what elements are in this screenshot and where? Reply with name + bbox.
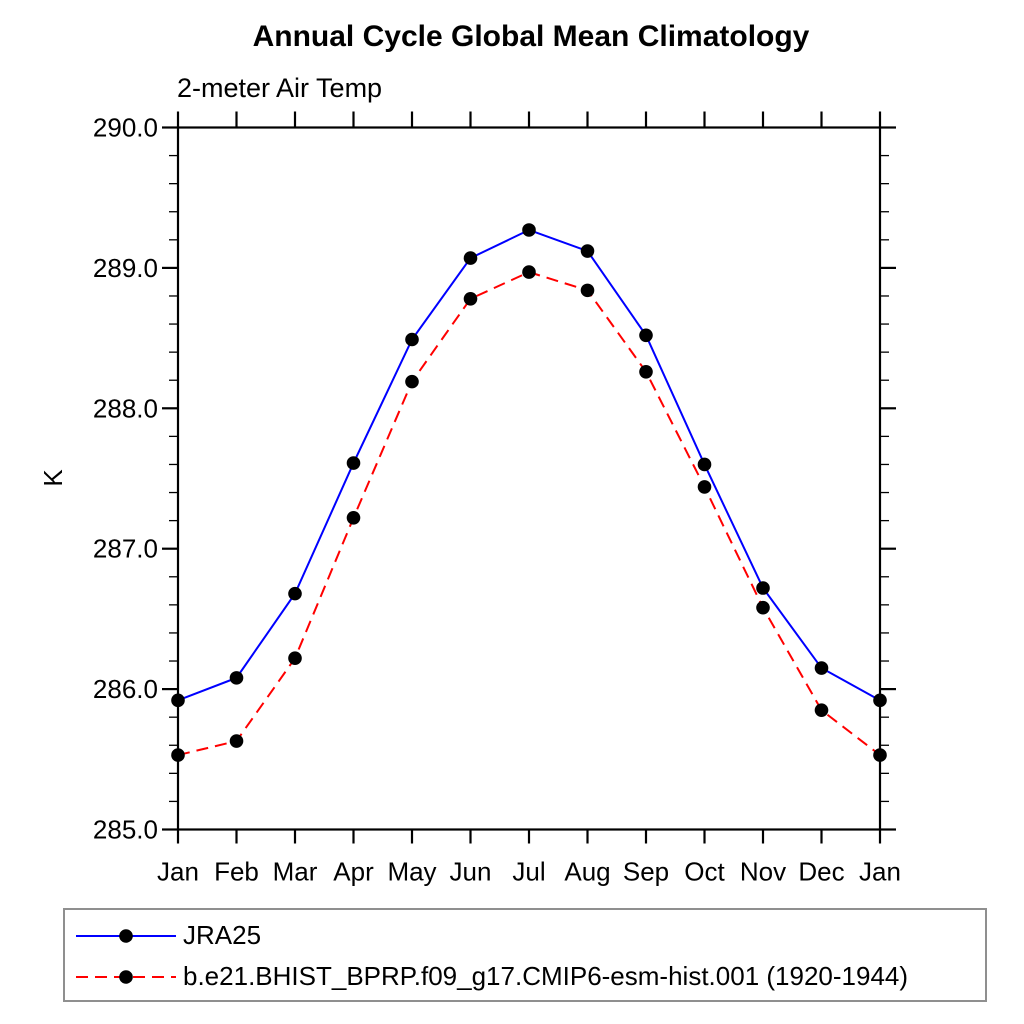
data-point-series-0 (229, 671, 244, 685)
data-point-series-1 (873, 748, 887, 762)
legend-label-jra25: JRA25 (183, 920, 262, 950)
y-axis-tick-label: 288.0 (93, 393, 158, 423)
series-line-1 (177, 271, 881, 757)
legend-key-line-1 (76, 969, 176, 984)
data-point-series-0 (639, 328, 653, 343)
x-axis-tick-label: Mar (273, 857, 318, 887)
x-axis-tick-label: Jul (512, 857, 545, 887)
data-point-series-1 (171, 748, 185, 762)
x-axis-tick-label: Feb (214, 857, 259, 887)
data-point-series-1 (522, 265, 536, 279)
data-point-series-0 (463, 251, 478, 265)
y-axis-tick-label: 287.0 (93, 534, 158, 564)
legend-marker-sample (119, 969, 133, 984)
data-point-series-1 (697, 480, 712, 494)
legend-key-line-0 (76, 928, 176, 943)
data-point-series-0 (814, 661, 829, 675)
data-point-series-0 (405, 332, 419, 347)
y-axis-tick-label: 286.0 (93, 674, 158, 704)
data-point-series-1 (229, 734, 244, 748)
data-point-series-1 (346, 511, 361, 525)
x-axis-tick-label: Dec (798, 857, 844, 887)
data-point-series-1 (288, 651, 302, 666)
x-axis-tick-label: Nov (740, 857, 786, 887)
data-point-series-0 (580, 244, 595, 258)
y-axis-tick-label: 289.0 (93, 253, 158, 283)
legend-marker-sample (119, 928, 133, 943)
x-axis-tick-label: Sep (623, 857, 669, 887)
chart-title: Annual Cycle Global Mean Climatology (252, 20, 810, 53)
y-axis-tick-label: 290.0 (93, 113, 158, 143)
x-axis-tick-label: Aug (564, 857, 610, 887)
data-point-series-1 (756, 600, 770, 615)
plot-area: 285.0 286.0 287.0 288.0 289.0 290.0 Jan Feb Mar A… (38, 111, 901, 887)
x-axis-tick-label: May (387, 857, 436, 887)
x-axis-tick-label: Jan (859, 857, 901, 887)
data-point-series-1 (580, 283, 595, 298)
data-point-series-1 (814, 703, 829, 717)
legend-box: JRA25 b.e21.BHIST_BPRP.f09_g17.CMIP6-esm… (63, 908, 987, 1002)
y-axis-tick-label: 285.0 (93, 815, 158, 845)
plot-frame (176, 126, 882, 831)
data-point-series-1 (405, 374, 419, 389)
data-point-series-0 (756, 581, 770, 595)
legend-label-model-run: b.e21.BHIST_BPRP.f09_g17.CMIP6-esm-hist.… (183, 961, 909, 991)
x-axis-tick-label: Apr (333, 857, 374, 887)
y-axis-title: K (38, 469, 68, 487)
legend-item-jra25: JRA25 (75, 915, 985, 956)
series-line-0 (177, 228, 881, 702)
data-point-series-0 (873, 693, 887, 708)
x-axis-tick-label: Oct (684, 857, 725, 887)
data-point-series-0 (346, 456, 361, 470)
data-point-series-0 (288, 586, 302, 601)
x-axis-tick-label: Jun (450, 857, 492, 887)
x-axis-tick-label: Jan (157, 857, 199, 887)
data-point-series-1 (639, 364, 653, 379)
data-point-series-0 (171, 693, 185, 708)
chart-subtitle: 2-meter Air Temp (177, 73, 383, 103)
data-point-series-0 (697, 457, 712, 472)
data-point-series-0 (522, 223, 536, 237)
data-point-series-1 (463, 291, 478, 306)
legend-item-model-run: b.e21.BHIST_BPRP.f09_g17.CMIP6-esm-hist.… (75, 956, 985, 997)
